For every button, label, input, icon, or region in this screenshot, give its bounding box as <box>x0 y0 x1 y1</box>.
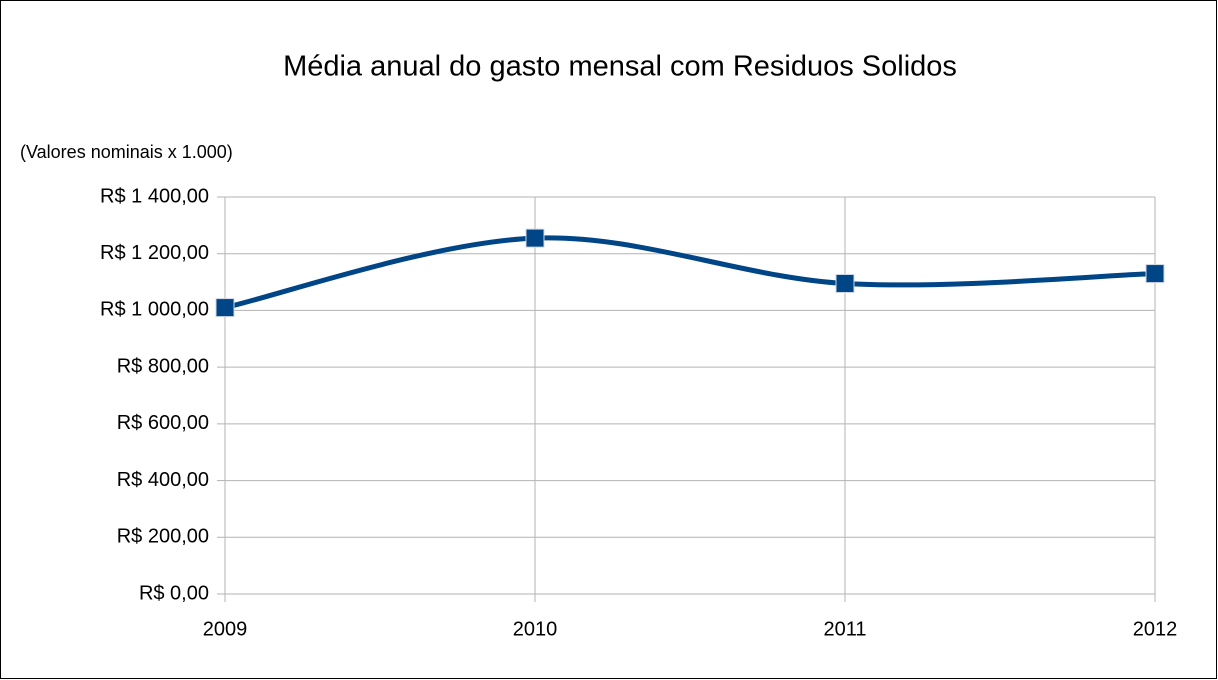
y-tick-label: R$ 0,00 <box>139 582 209 604</box>
y-tick-label: R$ 200,00 <box>117 526 209 548</box>
chart-subtitle: (Valores nominais x 1.000) <box>20 142 233 162</box>
y-tick-label: R$ 1 000,00 <box>100 299 209 321</box>
y-tick-label: R$ 400,00 <box>117 469 209 491</box>
data-point <box>215 298 235 318</box>
data-point <box>525 228 545 248</box>
y-tick-label: R$ 800,00 <box>117 355 209 377</box>
y-tick-label: R$ 600,00 <box>117 412 209 434</box>
y-tick-label: R$ 1 200,00 <box>100 242 209 264</box>
series-line <box>224 235 1156 311</box>
chart-title: Média anual do gasto mensal com Residuos… <box>283 51 957 83</box>
x-tick-label: 2009 <box>203 618 248 640</box>
x-tick-label: 2011 <box>823 618 866 640</box>
data-point <box>1145 264 1165 284</box>
y-tick-label: R$ 1 400,00 <box>100 185 209 207</box>
x-tick-label: 2012 <box>1133 618 1178 640</box>
x-tick-label: 2010 <box>513 618 558 640</box>
data-point <box>835 273 855 293</box>
